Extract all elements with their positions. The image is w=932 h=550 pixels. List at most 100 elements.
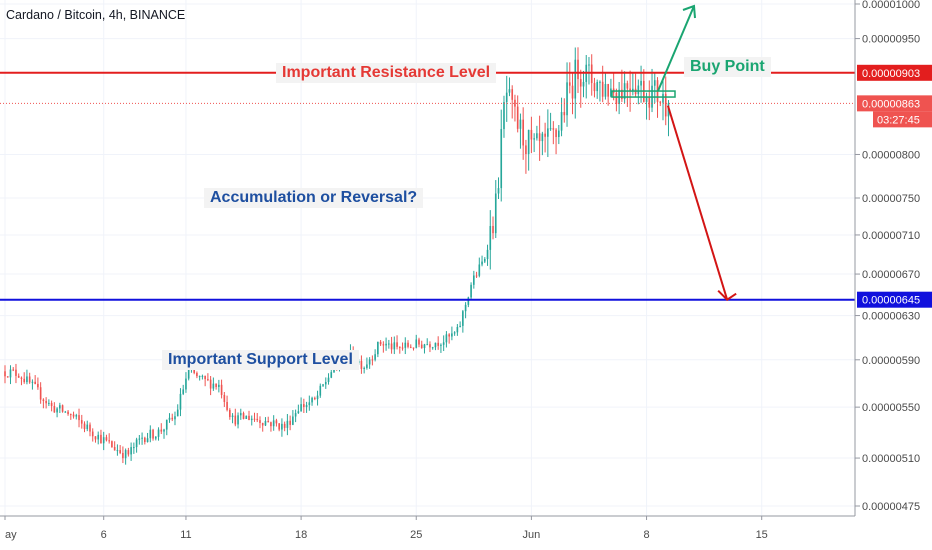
- candle-body: [574, 59, 577, 99]
- candle-body: [281, 423, 283, 430]
- candle-body: [505, 92, 508, 103]
- candle-body: [448, 334, 450, 337]
- candle-body: [193, 368, 195, 373]
- candle-body: [481, 261, 483, 265]
- last-price-tag: [857, 95, 932, 112]
- candle-body: [610, 88, 612, 97]
- candle-body: [456, 327, 459, 333]
- candle-body: [322, 384, 324, 386]
- candle-body: [108, 440, 111, 442]
- price-tick-label: 0.00000550: [862, 402, 920, 414]
- candle-body: [6, 376, 9, 378]
- candle-body: [615, 92, 618, 104]
- candle-body: [94, 436, 97, 440]
- candle-body: [486, 249, 489, 260]
- candle-body: [297, 411, 300, 414]
- candle-body: [478, 264, 481, 276]
- time-tick-label: 8: [643, 529, 649, 541]
- candle-body: [253, 418, 256, 420]
- time-axis[interactable]: ay 6 11 18 25 Jun 8 15: [0, 515, 932, 550]
- price-axis[interactable]: 0.00001000 0.00000950 0.00000800 0.00000750…: [854, 0, 932, 550]
- time-axis-bg: [0, 516, 932, 550]
- resistance-annotation: Important Resistance Level: [276, 63, 497, 83]
- resistance-price-tag-label: 0.00000903: [862, 68, 920, 80]
- candle-body: [119, 450, 121, 453]
- candle-body: [637, 85, 640, 95]
- candle-body: [547, 128, 549, 137]
- candle-body: [239, 413, 242, 416]
- candle-body: [653, 80, 656, 86]
- candle-body: [72, 414, 75, 417]
- candle-body: [434, 342, 437, 348]
- candle-body: [393, 342, 396, 350]
- candle-body: [621, 89, 623, 100]
- price-tick-label: 0.00000475: [862, 501, 920, 513]
- price-tick-label: 0.00000750: [862, 193, 920, 205]
- candle-body: [492, 225, 494, 234]
- candle-body: [245, 415, 248, 419]
- candle-body: [473, 275, 475, 285]
- candle-body: [187, 368, 190, 379]
- candle-body: [431, 347, 434, 349]
- candle-body: [12, 369, 15, 371]
- candle-body: [149, 429, 152, 439]
- time-tick-label: 6: [101, 529, 107, 541]
- candle-body: [174, 416, 176, 420]
- candle-body: [289, 420, 291, 425]
- candle-body: [560, 112, 563, 131]
- candle-body: [319, 385, 322, 396]
- candle-body: [374, 354, 376, 360]
- candle-body: [601, 81, 604, 97]
- candle-body: [404, 342, 407, 348]
- candle-body: [514, 99, 516, 107]
- candle-body: [56, 408, 58, 413]
- price-axis-bg: [855, 0, 932, 550]
- candle-body: [39, 387, 42, 400]
- candle-body: [31, 381, 34, 383]
- candle-body: [157, 429, 160, 437]
- candle-body: [198, 375, 201, 377]
- candle-body: [261, 423, 264, 426]
- candle-body: [89, 424, 91, 432]
- candle-body: [533, 138, 535, 140]
- level-lines: [0, 71, 855, 301]
- candle-body: [168, 417, 171, 420]
- buy-arrow: [657, 5, 695, 92]
- candle-body: [426, 344, 429, 346]
- candle-body: [53, 406, 56, 413]
- candle-body: [127, 450, 130, 455]
- candle-body: [483, 259, 486, 262]
- candle-body: [133, 447, 135, 449]
- candle-body: [116, 450, 119, 452]
- candle-body: [593, 83, 596, 92]
- candle-body: [64, 411, 67, 413]
- candle-body: [42, 399, 45, 401]
- price-tick-label: 0.00000670: [862, 269, 920, 281]
- candle-body: [59, 405, 61, 409]
- grid-lines: [0, 0, 855, 516]
- candle-body: [596, 82, 599, 92]
- candle-body: [324, 381, 327, 385]
- accumulation-annotation: Accumulation or Reversal?: [204, 188, 424, 208]
- candle-body: [300, 404, 302, 412]
- candle-body: [4, 371, 6, 377]
- price-tick-label: 0.00001000: [862, 0, 920, 11]
- candle-body: [544, 133, 546, 137]
- candle-body: [659, 101, 662, 103]
- time-tick-label: 25: [410, 529, 422, 541]
- support-price-tag: [857, 291, 932, 308]
- candle-body: [135, 439, 138, 448]
- candle-body: [218, 384, 220, 387]
- candle-body: [445, 334, 448, 343]
- candle-body: [313, 397, 316, 400]
- candle-body: [223, 394, 226, 402]
- candle-body: [640, 80, 642, 86]
- candle-body: [599, 81, 601, 83]
- candle-body: [45, 400, 47, 404]
- candle-body: [17, 375, 20, 378]
- candle-body: [330, 372, 333, 378]
- buy-arrowhead: [682, 4, 696, 19]
- candle-body: [475, 275, 478, 277]
